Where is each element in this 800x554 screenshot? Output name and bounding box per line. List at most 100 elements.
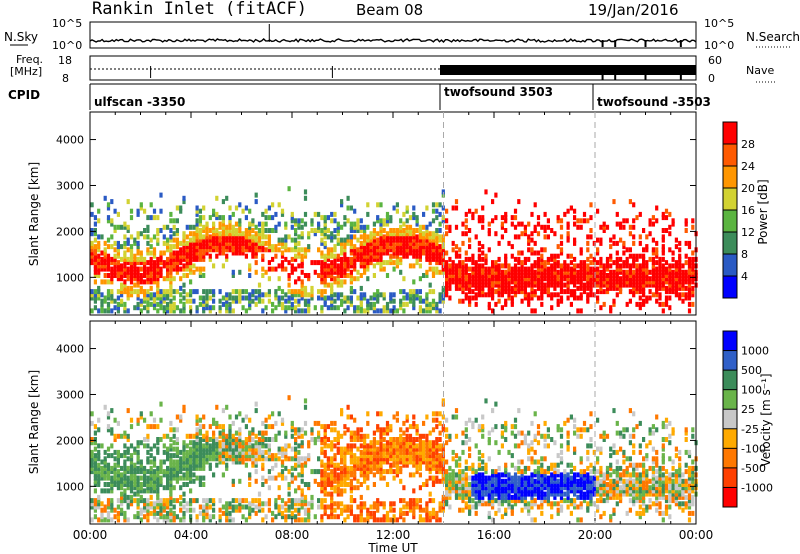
power-cell <box>166 301 170 307</box>
power-cell <box>271 247 275 253</box>
colorbar-swatch <box>723 232 737 254</box>
power-cell <box>494 215 498 221</box>
power-cell <box>225 292 229 298</box>
power-cell <box>533 250 537 256</box>
power-cell <box>645 247 649 253</box>
velocity-cell <box>156 498 160 504</box>
velocity-cell <box>340 411 344 417</box>
power-cell <box>428 289 432 295</box>
power-cell <box>612 260 616 266</box>
velocity-cell <box>363 475 367 481</box>
power-cell <box>303 301 308 307</box>
power-cell <box>389 228 393 233</box>
power-cell <box>389 234 393 240</box>
power-cell <box>103 240 107 246</box>
power-cell <box>359 301 363 307</box>
power-cell <box>198 253 202 259</box>
velocity-cell <box>507 472 511 478</box>
velocity-cell <box>461 449 465 455</box>
power-cell <box>586 273 590 278</box>
velocity-cell <box>172 433 176 439</box>
power-cell <box>573 279 577 285</box>
power-cell <box>556 218 560 224</box>
power-cell <box>431 250 436 256</box>
power-cell <box>271 301 275 307</box>
power-cell <box>628 279 632 285</box>
power-cell <box>418 228 422 233</box>
velocity-cell <box>458 494 462 500</box>
power-cell <box>408 292 413 298</box>
velocity-cell <box>179 475 183 481</box>
velocity-cell <box>330 469 334 475</box>
power-cell <box>363 292 367 298</box>
power-cell <box>448 228 452 233</box>
power-cell <box>468 282 472 288</box>
velocity-cell <box>159 504 163 510</box>
power-cell <box>681 279 685 285</box>
velocity-cell <box>484 501 488 507</box>
velocity-cell <box>507 485 511 491</box>
power-cell <box>264 305 268 311</box>
velocity-cell <box>277 494 281 500</box>
velocity-cell <box>139 459 143 465</box>
power-cell <box>251 250 255 256</box>
velocity-cell <box>110 507 114 513</box>
power-cell <box>303 221 308 227</box>
power-cell <box>218 237 222 243</box>
power-cell <box>445 282 449 288</box>
velocity-cell <box>300 443 304 449</box>
power-cell <box>238 224 242 230</box>
power-cell <box>340 247 344 253</box>
power-cell <box>212 244 216 250</box>
power-cell <box>333 263 337 269</box>
velocity-cell <box>333 456 337 462</box>
velocity-cell <box>510 453 514 459</box>
power-cell <box>491 295 495 301</box>
velocity-cell <box>116 459 120 465</box>
power-cell <box>267 240 271 246</box>
velocity-cell <box>93 507 97 513</box>
power-cell <box>313 260 317 266</box>
power-cell <box>658 295 662 301</box>
power-cell <box>691 289 695 295</box>
velocity-cell <box>103 462 107 468</box>
power-cell <box>379 250 383 256</box>
velocity-cell <box>395 453 399 459</box>
power-cell <box>343 263 347 269</box>
power-cell <box>313 228 317 233</box>
power-cell <box>622 273 626 278</box>
power-cell <box>166 266 170 272</box>
power-cell <box>353 250 357 256</box>
power-cell <box>106 202 111 208</box>
power-cell <box>523 224 527 230</box>
noise-tick-bottom-right: 10^0 <box>704 39 734 52</box>
power-cell <box>205 228 209 233</box>
velocity-cell <box>225 440 229 446</box>
velocity-cell <box>431 475 436 481</box>
power-cell <box>517 234 521 240</box>
velocity-cell <box>491 488 495 494</box>
velocity-cell <box>133 491 137 497</box>
velocity-cell <box>428 469 432 475</box>
power-cell <box>149 250 153 256</box>
velocity-cell <box>93 498 97 504</box>
velocity-cell <box>149 472 153 478</box>
cpid-label: CPID <box>8 88 40 102</box>
velocity-cell <box>481 498 485 504</box>
power-cell <box>415 221 419 227</box>
velocity-cell <box>162 443 166 449</box>
velocity-cell <box>504 478 508 484</box>
velocity-cell <box>425 501 429 507</box>
power-cell <box>530 231 534 237</box>
velocity-cell <box>395 449 399 455</box>
velocity-cell <box>435 437 439 442</box>
velocity-cell <box>326 424 330 430</box>
velocity-cell <box>129 498 134 504</box>
power-cell <box>277 263 281 269</box>
power-cell <box>412 215 416 221</box>
velocity-cell <box>175 475 179 481</box>
velocity-cell <box>244 443 248 449</box>
power-cell <box>300 247 304 253</box>
power-cell <box>592 276 596 282</box>
velocity-cell <box>471 424 475 430</box>
